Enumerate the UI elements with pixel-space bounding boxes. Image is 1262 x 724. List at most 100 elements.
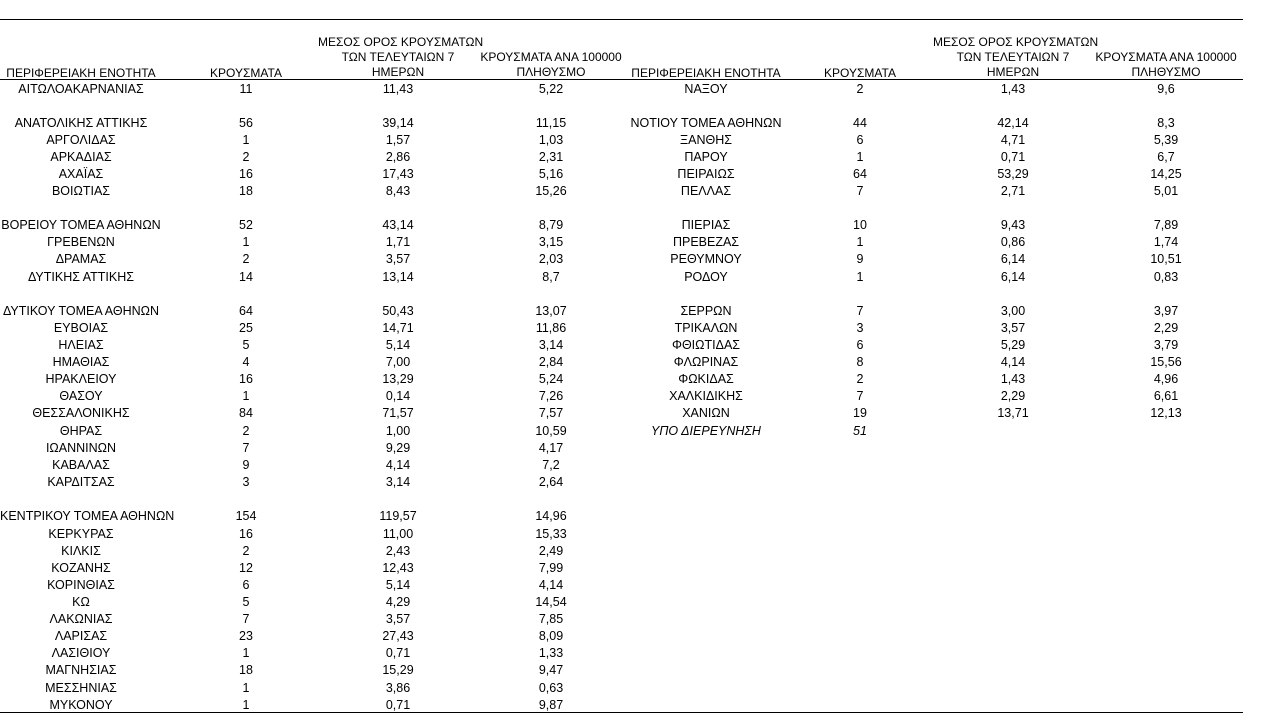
- region-cell: ΙΩΑΝΝΙΝΩΝ: [45, 441, 117, 455]
- cases-cell: 9: [242, 458, 250, 472]
- cases-cell: 1: [856, 270, 864, 284]
- table-row: ΚΟΡΙΝΘΙΑΣ 6 5,14 4,14: [0, 577, 1262, 594]
- left-header-avg-line2: ΤΩΝ ΤΕΛΕΥΤΑΙΩΝ 7: [341, 50, 455, 64]
- region-cell: ΑΡΚΑΔΙΑΣ: [50, 150, 112, 164]
- table-row: ΚΑΡΔΙΤΣΑΣ 3 3,14 2,64: [0, 474, 1262, 491]
- per100k-cell: 6,7: [1157, 150, 1175, 164]
- region-cell: ΦΘΙΩΤΙΔΑΣ: [671, 338, 741, 352]
- cases-cell: 12: [239, 561, 253, 575]
- per100k-cell: 14,96: [535, 509, 567, 523]
- table-row: ΠΡΕΒΕΖΑΣ 1 0,86 1,74: [0, 234, 1262, 251]
- cases-cell: 25: [239, 321, 253, 335]
- region-cell: ΒΟΡΕΙΟΥ ΤΟΜΕΑ ΑΘΗΝΩΝ: [1, 218, 161, 232]
- right-header-avg: ΜΕΣΟΣ ΟΡΟΣ ΚΡΟΥΣΜΑΤΩΝ ΤΩΝ ΤΕΛΕΥΤΑΙΩΝ 7 Η…: [933, 35, 1098, 80]
- table-row: ΠΑΡΟΥ 1 0,71 6,7: [0, 149, 1262, 166]
- table-row: ΦΛΩΡΙΝΑΣ 8 4,14 15,56: [0, 354, 1262, 371]
- avg-cell: 13,71: [997, 406, 1029, 420]
- cases-cell: 6: [856, 133, 864, 147]
- avg-cell: 0,86: [1000, 235, 1026, 249]
- avg-cell: 3,14: [385, 475, 411, 489]
- region-cell: ΝΑΞΟΥ: [684, 82, 728, 96]
- region-cell: ΞΑΝΘΗΣ: [680, 133, 732, 147]
- avg-cell: 5,14: [385, 578, 411, 592]
- cases-cell: 19: [853, 406, 867, 420]
- left-header-per100k: ΚΡΟΥΣΜΑΤΑ ΑΝΑ 100000 ΠΛΗΘΥΣΜΟ: [471, 50, 631, 80]
- right-header-per100k-line1: ΚΡΟΥΣΜΑΤΑ ΑΝΑ 100000: [1095, 50, 1237, 64]
- table-row: ΗΛΕΙΑΣ 5 5,14 3,14: [0, 337, 1262, 354]
- region-cell: ΜΕΣΣΗΝΙΑΣ: [45, 681, 117, 695]
- per100k-cell: 8,7: [542, 270, 560, 284]
- avg-cell: 0,71: [1000, 150, 1026, 164]
- per100k-cell: 1,03: [538, 133, 564, 147]
- cases-cell: 64: [239, 304, 253, 318]
- per100k-cell: 11,15: [535, 116, 567, 130]
- cases-cell: 3: [242, 475, 250, 489]
- avg-cell: 50,43: [382, 304, 414, 318]
- table-row: ΧΑΝΙΩΝ 19 13,71 12,13: [0, 405, 1262, 422]
- per100k-cell: 0,63: [538, 681, 564, 695]
- region-cell: ΛΑΡΙΣΑΣ: [54, 629, 108, 643]
- table-row: ΜΕΣΣΗΝΙΑΣ 1 3,86 0,63: [0, 680, 1262, 697]
- table-row: ΤΡΙΚΑΛΩΝ 3 3,57 2,29: [0, 320, 1262, 337]
- region-cell: ΚΑΡΔΙΤΣΑΣ: [47, 475, 115, 489]
- region-cell: ΘΗΡΑΣ: [59, 424, 103, 438]
- table-row: ΑΙΤΩΛΟΑΚΑΡΝΑΝΙΑΣ 11 11,43 5,22: [0, 81, 1262, 98]
- per100k-cell: 12,13: [1150, 406, 1182, 420]
- avg-cell: 39,14: [382, 116, 414, 130]
- table-row: ΛΑΚΩΝΙΑΣ 7 3,57 7,85: [0, 611, 1262, 628]
- per100k-cell: 7,85: [538, 612, 564, 626]
- cases-cell: 14: [239, 270, 253, 284]
- avg-cell: 0,71: [385, 698, 411, 712]
- avg-cell: 11,43: [382, 82, 414, 96]
- per100k-cell: 7,26: [538, 389, 564, 403]
- avg-cell: 5,29: [1000, 338, 1026, 352]
- per100k-cell: 8,09: [538, 629, 564, 643]
- per100k-cell: 7,99: [538, 561, 564, 575]
- per100k-cell: 3,14: [538, 338, 564, 352]
- right-header-cases: ΚΡΟΥΣΜΑΤΑ: [824, 66, 896, 80]
- avg-cell: 2,43: [385, 544, 411, 558]
- avg-cell: 4,71: [1000, 133, 1026, 147]
- per100k-cell: 5,24: [538, 372, 564, 386]
- cases-cell: 18: [239, 663, 253, 677]
- cases-cell: 1: [856, 150, 864, 164]
- table-row: ΘΑΣΟΥ 1 0,14 7,26: [0, 388, 1262, 405]
- avg-cell: 43,14: [382, 218, 414, 232]
- per100k-cell: 9,47: [538, 663, 564, 677]
- avg-cell: 7,00: [385, 355, 411, 369]
- table-row: ΑΡΚΑΔΙΑΣ 2 2,86 2,31: [0, 149, 1262, 166]
- cases-cell: 154: [235, 509, 257, 523]
- per100k-cell: 14,54: [535, 595, 567, 609]
- region-cell: ΣΕΡΡΩΝ: [680, 304, 732, 318]
- cases-cell: 7: [242, 441, 250, 455]
- per100k-cell: 5,01: [1153, 184, 1179, 198]
- table-row: ΑΡΓΟΛΙΔΑΣ 1 1,57 1,03: [0, 132, 1262, 149]
- table-row: ΝΑΞΟΥ 2 1,43 9,6: [0, 81, 1262, 98]
- avg-cell: 12,43: [382, 561, 414, 575]
- table-row: ΜΑΓΝΗΣΙΑΣ 18 15,29 9,47: [0, 662, 1262, 679]
- cases-cell: 2: [242, 150, 250, 164]
- cases-cell: 4: [242, 355, 250, 369]
- avg-cell: 1,71: [385, 235, 411, 249]
- table-row: ΙΩΑΝΝΙΝΩΝ 7 9,29 4,17: [0, 440, 1262, 457]
- region-cell: ΤΡΙΚΑΛΩΝ: [674, 321, 738, 335]
- cases-cell: 2: [856, 82, 864, 96]
- cases-cell: 1: [242, 133, 250, 147]
- avg-cell: 27,43: [382, 629, 414, 643]
- avg-cell: 15,29: [382, 663, 414, 677]
- region-cell: ΠΕΙΡΑΙΩΣ: [677, 167, 735, 181]
- per100k-cell: 8,79: [538, 218, 564, 232]
- avg-cell: 13,29: [382, 372, 414, 386]
- per100k-cell: 4,96: [1153, 372, 1179, 386]
- region-cell: ΘΕΣΣΑΛΟΝΙΚΗΣ: [32, 406, 130, 420]
- region-cell: ΜΥΚΟΝΟΥ: [49, 698, 113, 712]
- table-row: ΘΗΡΑΣ 2 1,00 10,59: [0, 423, 1262, 440]
- region-cell: ΑΧΑΪΑΣ: [58, 167, 104, 181]
- right-header-avg-line2: ΤΩΝ ΤΕΛΕΥΤΑΙΩΝ 7: [956, 50, 1070, 64]
- region-cell: ΚΟΡΙΝΘΙΑΣ: [47, 578, 115, 592]
- cases-cell: 7: [242, 612, 250, 626]
- cases-cell: 23: [239, 629, 253, 643]
- cases-cell: 1: [242, 698, 250, 712]
- avg-cell: 1,43: [1000, 372, 1026, 386]
- table-row: ΚΑΒΑΛΑΣ 9 4,14 7,2: [0, 457, 1262, 474]
